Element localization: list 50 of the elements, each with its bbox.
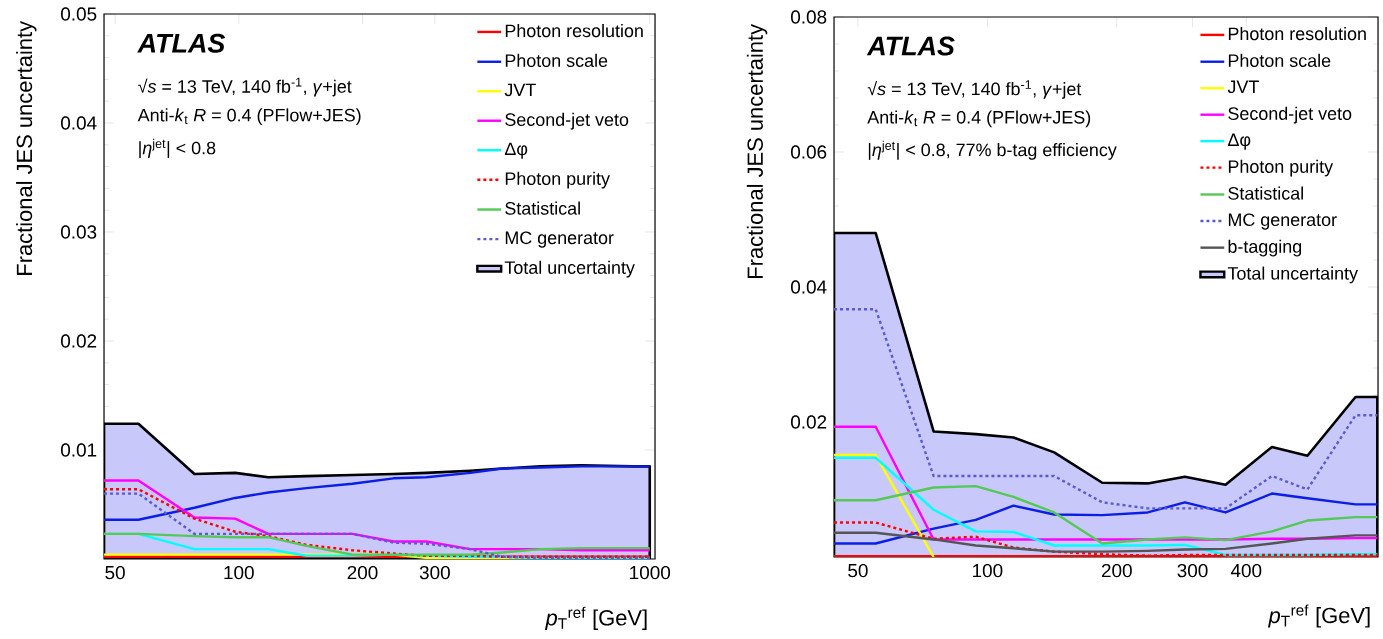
legend-label: Photon resolution [505, 24, 643, 38]
legend-label: Statistical [1228, 186, 1303, 200]
annotation: ATLAS [866, 36, 955, 56]
legend-label: Photon resolution [1228, 26, 1366, 41]
legend-label: Total uncertainty [1227, 266, 1358, 284]
y-tick-label: 0.04 [791, 280, 827, 294]
x-tick-label: 100 [973, 563, 1003, 578]
annotation: Anti-k$_{t}$ R = 0.4 (PFlow+JES) [867, 110, 1091, 128]
y-tick-label: 0.08 [791, 10, 827, 24]
legend-label: b-tagging [1228, 239, 1302, 257]
y-axis-title: Fractional JES uncertainty [746, 23, 768, 278]
legend-label: Δφ [1227, 133, 1251, 150]
annotation: √s = 13 TeV, 140 fb$^{-1}$, γ+jet [867, 80, 1082, 99]
x-axis-title: p$_{T}$$^{ref}$ [GeV] [544, 606, 647, 630]
legend-label: Photon scale [1228, 53, 1331, 67]
x-tick-label: 200 [1101, 563, 1132, 578]
x-tick-label: 300 [419, 565, 450, 580]
annotation: |η$^{jet}$| < 0.8, 77% b-tag efficiency [868, 140, 1117, 160]
legend-label: Photon purity [1228, 159, 1334, 177]
y-tick-label: 0.06 [791, 145, 827, 159]
x-tick-label: 50 [105, 565, 125, 580]
legend-label: MC generator [1228, 213, 1337, 230]
y-tick-label: 0.03 [61, 225, 97, 239]
legend-label: Second-jet veto [505, 112, 629, 130]
annotation: √s = 13 TeV, 140 fb$^{-1}$, γ+jet [138, 77, 352, 97]
legend-label: Δφ [504, 142, 528, 159]
legend-label: Second-jet veto [1228, 106, 1352, 124]
legend-label: Statistical [505, 201, 580, 215]
x-tick-label: 300 [1177, 563, 1208, 578]
y-tick-label: 0.02 [61, 334, 97, 348]
legend-label: JVT [1227, 80, 1259, 94]
legend-label: MC generator [505, 231, 614, 248]
y-tick-label: 0.01 [61, 443, 97, 457]
y-axis-title: Fractional JES uncertainty [16, 20, 37, 275]
x-tick-label: 400 [1230, 563, 1262, 578]
annotation: |η$^{jet}$| < 0.8 [139, 138, 216, 158]
y-tick-label: 0.05 [61, 7, 97, 21]
x-axis-title: p$_{T}$$^{ref}$ [GeV] [1267, 604, 1370, 628]
x-tick-label: 50 [848, 563, 868, 578]
annotation: Anti-k$_{t}$ R = 0.4 (PFlow+JES) [137, 108, 361, 126]
x-tick-label: 1000 [630, 565, 671, 580]
x-tick-label: 100 [224, 565, 254, 580]
annotation: ATLAS [137, 33, 226, 53]
legend-label: Total uncertainty [504, 260, 635, 278]
x-tick-label: 200 [347, 565, 378, 580]
legend-label: JVT [504, 83, 536, 97]
legend-label: Photon purity [505, 171, 610, 189]
y-tick-label: 0.02 [791, 415, 827, 429]
legend-label: Photon scale [505, 53, 608, 67]
y-tick-label: 0.04 [61, 116, 97, 130]
